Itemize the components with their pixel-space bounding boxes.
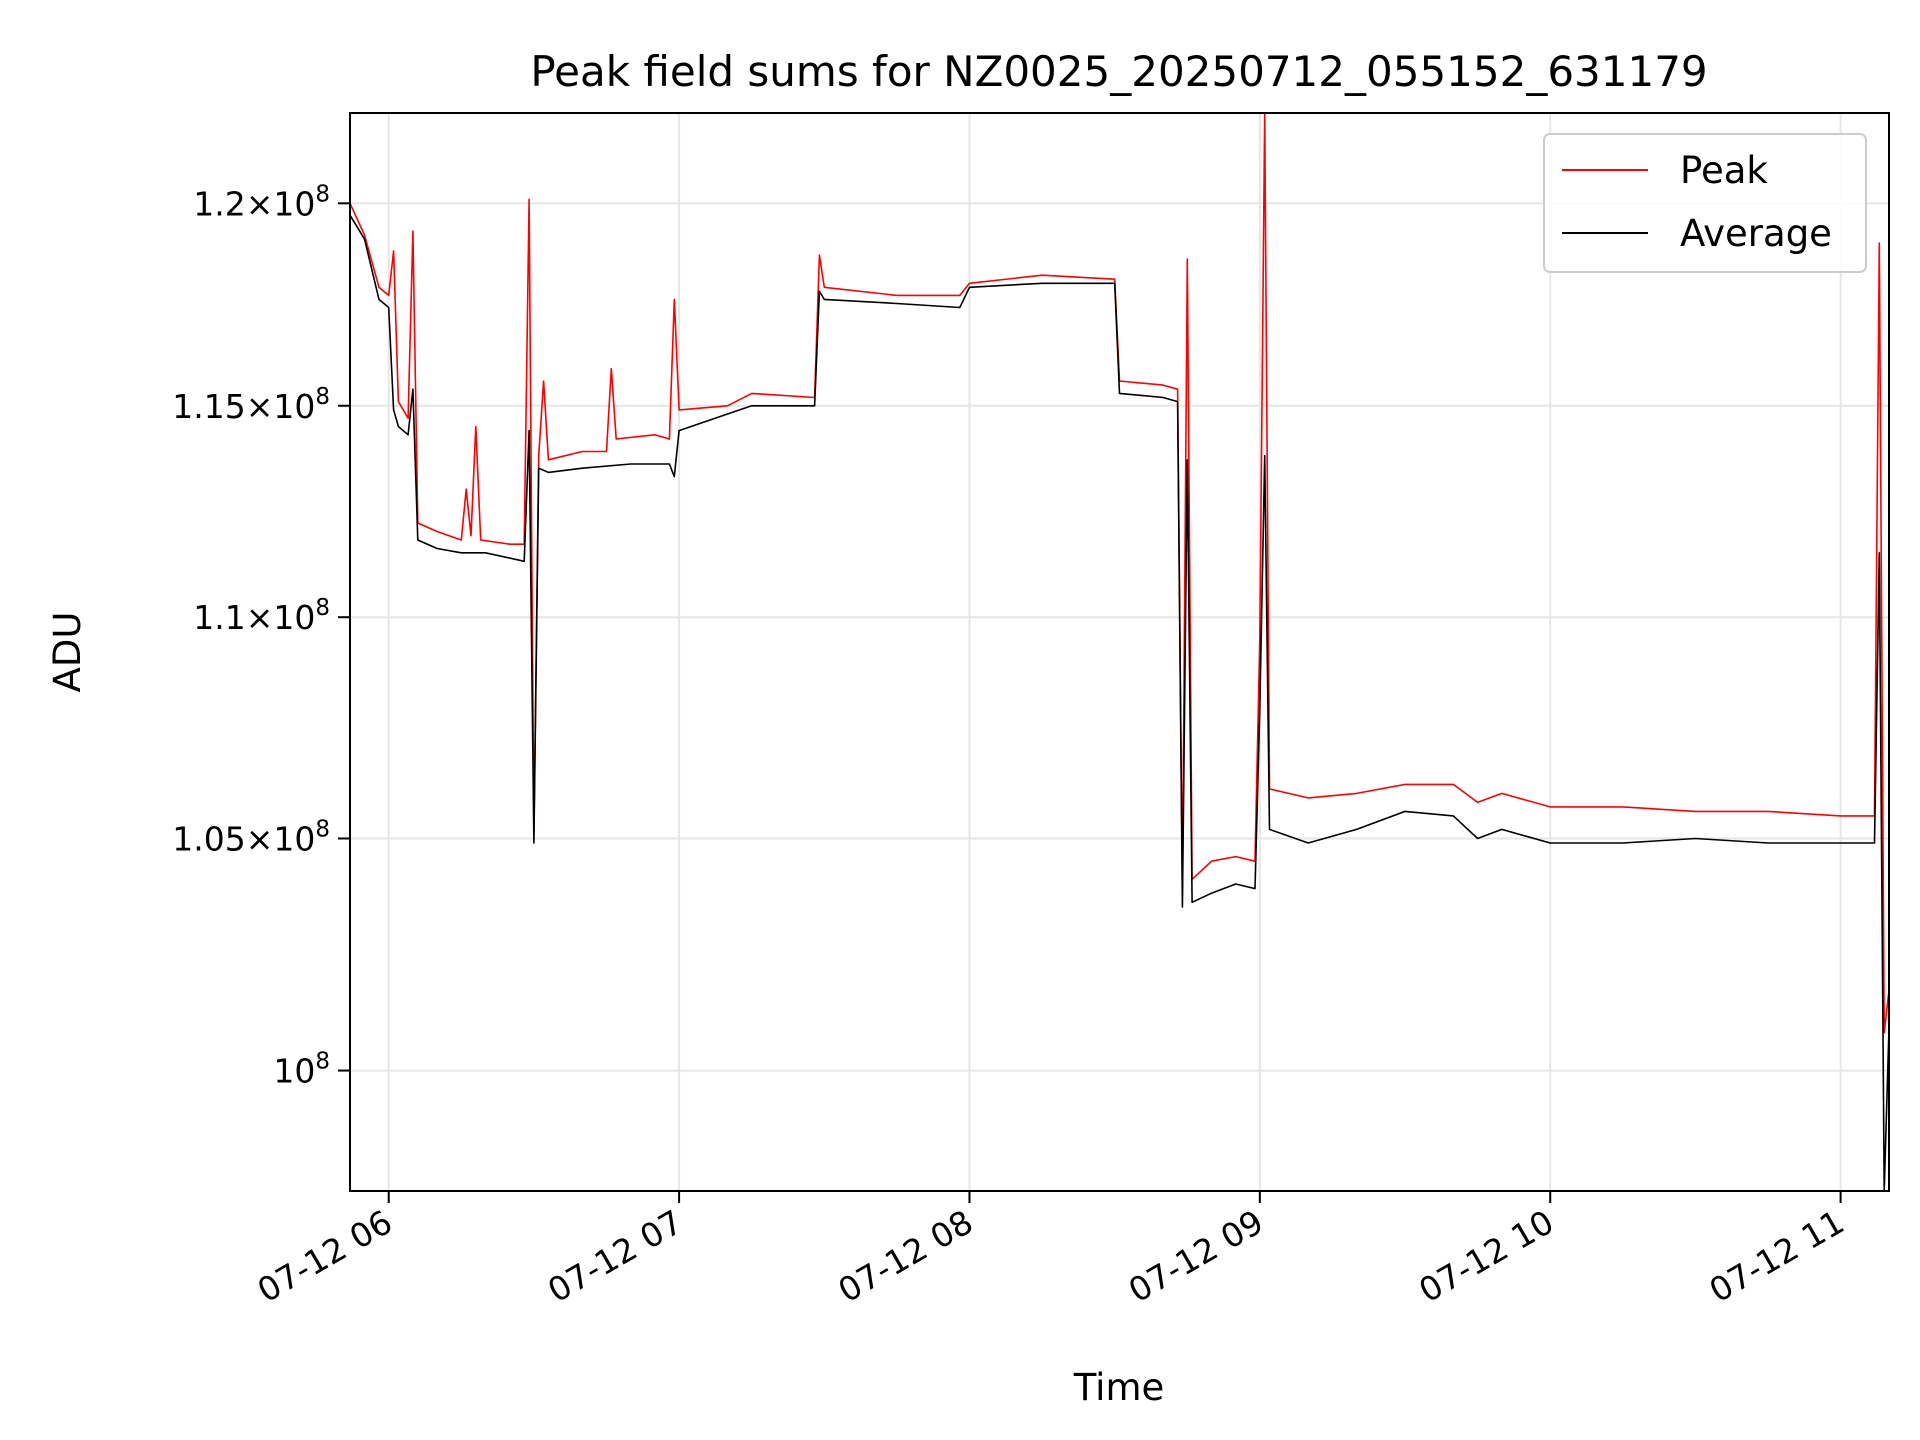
legend-label-average: Average bbox=[1680, 212, 1832, 255]
y-axis-label: ADU bbox=[46, 612, 89, 693]
series-line-average bbox=[349, 214, 1890, 1192]
y-tick-label: 1.05×108 bbox=[172, 816, 330, 858]
y-tick-label: 1.15×108 bbox=[172, 384, 330, 426]
legend-label-peak: Peak bbox=[1680, 149, 1768, 192]
series-line-peak bbox=[349, 112, 1890, 1034]
plot-frame bbox=[349, 112, 1890, 1192]
legend: Peak Average bbox=[1543, 133, 1867, 273]
x-axis-label: Time bbox=[1073, 1366, 1165, 1409]
chart-title: Peak field sums for NZ0025_20250712_0551… bbox=[530, 47, 1707, 96]
legend-box bbox=[1543, 133, 1867, 273]
y-tick-label: 108 bbox=[273, 1049, 330, 1091]
series-layer bbox=[349, 112, 1890, 1192]
y-tick-label: 1.1×108 bbox=[193, 595, 330, 637]
y-tick-label: 1.2×108 bbox=[193, 181, 330, 223]
